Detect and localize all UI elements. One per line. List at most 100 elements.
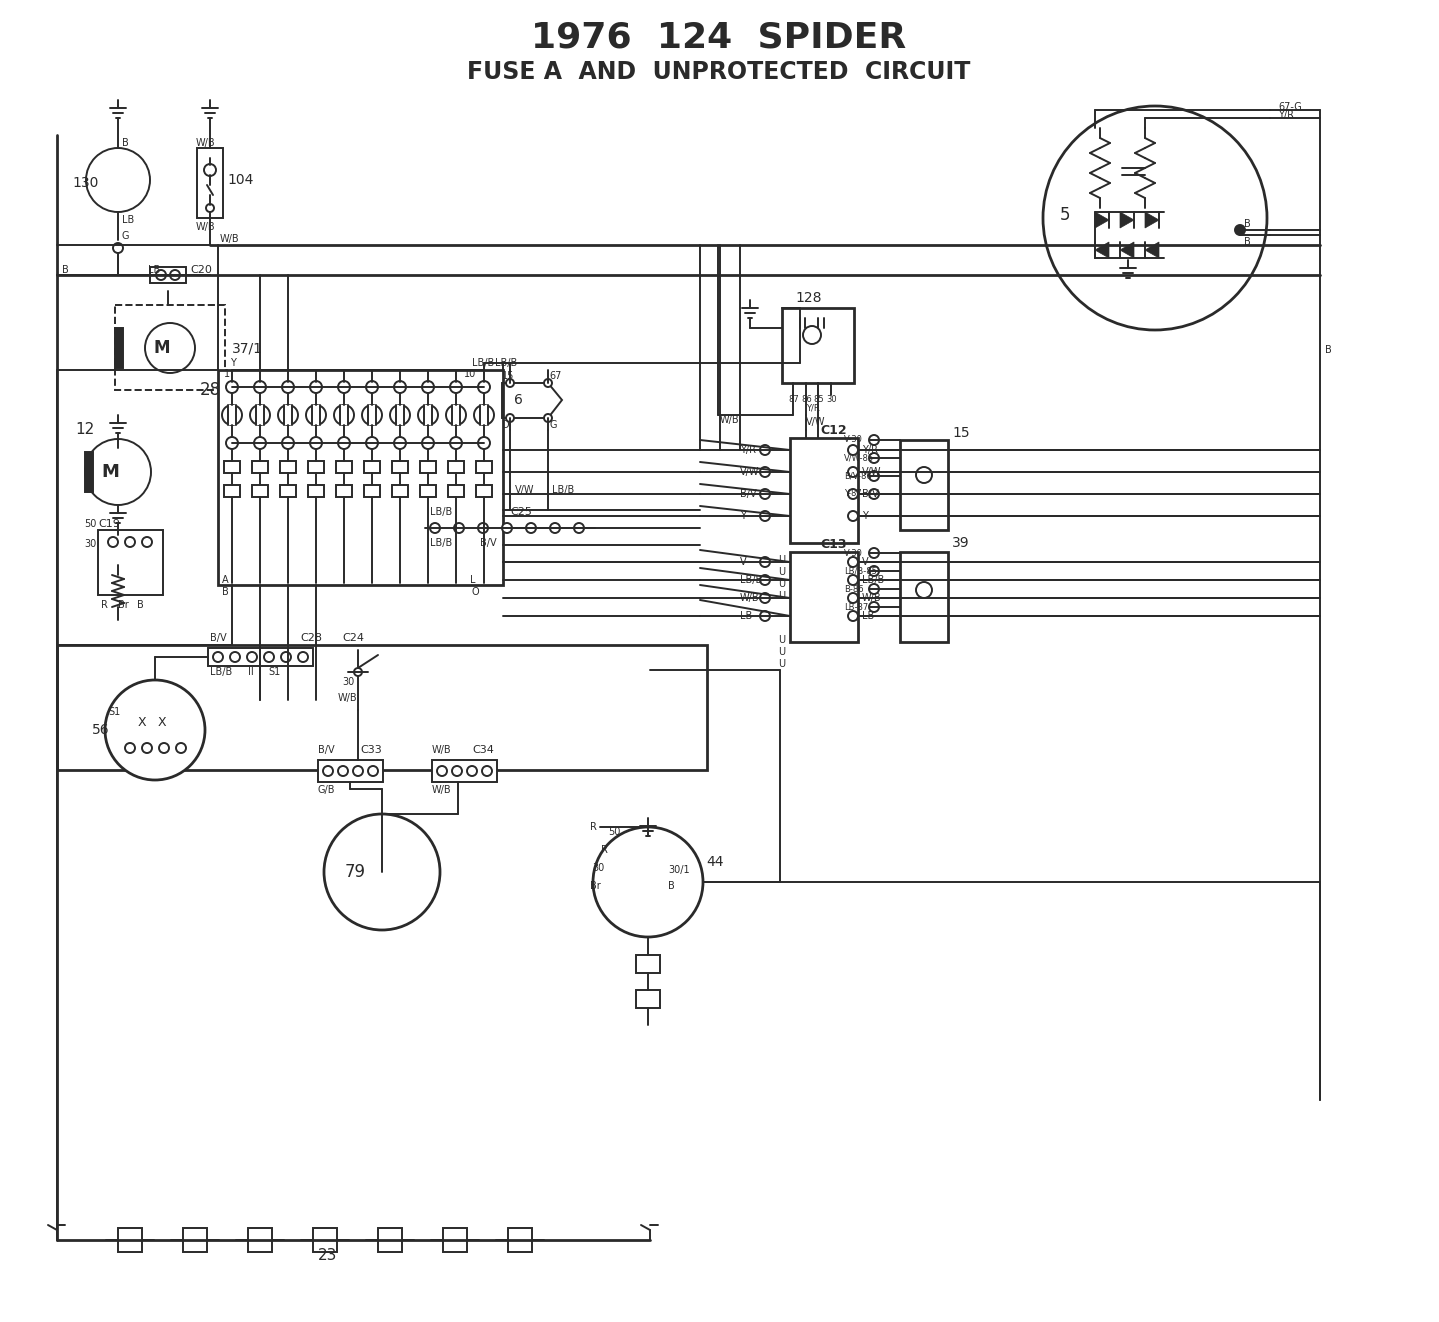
Bar xyxy=(312,405,319,424)
Text: 86: 86 xyxy=(802,395,812,405)
Text: B: B xyxy=(668,880,675,891)
Text: 56: 56 xyxy=(92,723,109,736)
Text: M: M xyxy=(101,463,119,481)
Circle shape xyxy=(507,379,514,387)
Text: LB/B: LB/B xyxy=(740,575,763,586)
Bar xyxy=(58,645,707,769)
Text: II: II xyxy=(248,668,253,677)
Text: B: B xyxy=(62,264,69,275)
Text: U: U xyxy=(778,635,786,645)
Text: 50: 50 xyxy=(609,828,620,837)
Circle shape xyxy=(453,524,463,533)
Circle shape xyxy=(338,381,350,393)
Text: 30: 30 xyxy=(342,677,354,687)
Circle shape xyxy=(869,453,879,463)
Text: LB: LB xyxy=(122,215,134,225)
Text: 15: 15 xyxy=(953,426,970,440)
Circle shape xyxy=(213,652,223,662)
Circle shape xyxy=(848,594,858,603)
Circle shape xyxy=(155,270,165,280)
Circle shape xyxy=(281,652,291,662)
Text: 44: 44 xyxy=(707,855,724,869)
Text: W/B: W/B xyxy=(196,137,216,148)
Circle shape xyxy=(760,512,770,521)
Text: 30: 30 xyxy=(83,539,96,549)
Bar xyxy=(443,1228,468,1252)
Circle shape xyxy=(394,381,406,393)
Circle shape xyxy=(422,438,435,449)
Text: LB/B: LB/B xyxy=(430,538,452,549)
Bar xyxy=(318,760,383,783)
Polygon shape xyxy=(1095,242,1109,258)
Text: 67: 67 xyxy=(550,371,561,381)
Circle shape xyxy=(848,467,858,477)
Bar xyxy=(283,405,292,424)
Text: S1: S1 xyxy=(108,707,121,717)
Circle shape xyxy=(366,438,378,449)
Circle shape xyxy=(869,435,879,446)
Text: W/B: W/B xyxy=(196,222,216,231)
Text: LB/B: LB/B xyxy=(862,575,884,586)
Text: 87: 87 xyxy=(789,395,799,405)
Circle shape xyxy=(544,414,553,422)
Text: W/B: W/B xyxy=(432,746,452,755)
Circle shape xyxy=(368,765,378,776)
Circle shape xyxy=(760,611,770,621)
Text: C24: C24 xyxy=(342,633,364,642)
Circle shape xyxy=(125,743,135,754)
Circle shape xyxy=(125,537,135,547)
Bar xyxy=(790,438,858,543)
Text: V/W: V/W xyxy=(806,416,826,427)
Text: V: V xyxy=(740,557,747,567)
Circle shape xyxy=(282,438,294,449)
Circle shape xyxy=(248,652,258,662)
Bar xyxy=(308,461,324,473)
Text: C33: C33 xyxy=(360,746,381,755)
Circle shape xyxy=(550,524,560,533)
Bar xyxy=(899,553,948,642)
Circle shape xyxy=(363,405,381,424)
Text: LB/B-85: LB/B-85 xyxy=(845,567,876,575)
Bar xyxy=(183,1228,207,1252)
Circle shape xyxy=(226,438,237,449)
Circle shape xyxy=(848,611,858,621)
Circle shape xyxy=(338,765,348,776)
Circle shape xyxy=(278,405,298,424)
Bar xyxy=(396,405,404,424)
Circle shape xyxy=(848,557,858,567)
Circle shape xyxy=(250,405,271,424)
Circle shape xyxy=(760,594,770,603)
Text: X: X xyxy=(138,715,147,728)
Bar xyxy=(391,461,409,473)
Text: G: G xyxy=(550,420,557,430)
Text: B: B xyxy=(222,587,229,598)
Bar xyxy=(224,461,240,473)
Text: 104: 104 xyxy=(227,173,253,186)
Circle shape xyxy=(869,471,879,481)
Bar xyxy=(150,267,186,283)
Text: U: U xyxy=(778,579,786,590)
Text: Y-87: Y-87 xyxy=(845,489,862,498)
Text: 15: 15 xyxy=(502,371,514,381)
Text: M: M xyxy=(154,338,170,357)
Circle shape xyxy=(760,467,770,477)
Text: Y: Y xyxy=(740,512,745,521)
Circle shape xyxy=(338,438,350,449)
Text: 39: 39 xyxy=(953,535,970,550)
Circle shape xyxy=(446,405,466,424)
Text: U: U xyxy=(778,567,786,576)
Circle shape xyxy=(527,524,535,533)
Bar xyxy=(636,954,661,973)
Text: V/W: V/W xyxy=(740,467,760,477)
Circle shape xyxy=(1235,225,1245,235)
Circle shape xyxy=(507,414,514,422)
Circle shape xyxy=(473,405,494,424)
Text: 79: 79 xyxy=(344,863,366,880)
Text: B/V: B/V xyxy=(740,489,757,498)
Bar xyxy=(115,305,224,390)
Bar xyxy=(118,1228,142,1252)
Text: 1: 1 xyxy=(224,369,230,379)
Circle shape xyxy=(869,584,879,594)
Circle shape xyxy=(226,381,237,393)
Circle shape xyxy=(354,668,363,676)
